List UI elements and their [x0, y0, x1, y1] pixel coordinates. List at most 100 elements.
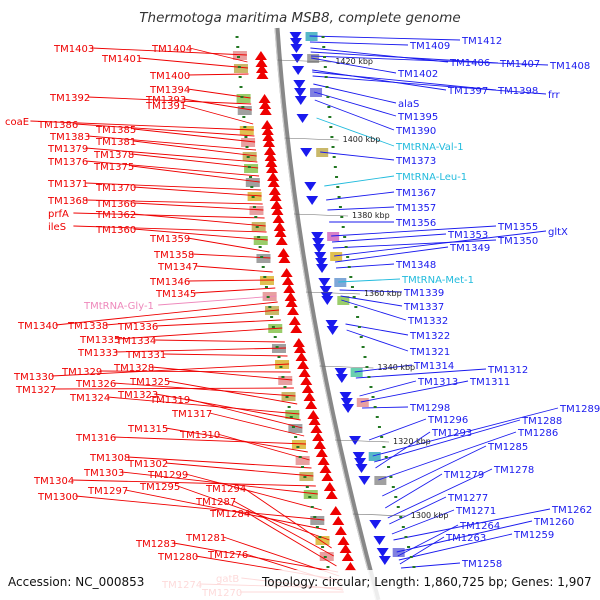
forward-gene-label[interactable]: TM1289 [559, 404, 600, 415]
reverse-gene-arrow[interactable] [280, 268, 293, 277]
forward-gene-arrow[interactable] [311, 232, 324, 241]
reverse-gene-arrow[interactable] [266, 164, 279, 173]
reverse-gene-label[interactable]: TM1327 [15, 385, 56, 396]
forward-gene-box[interactable] [327, 232, 340, 241]
reverse-gene-label[interactable]: TM1358 [153, 250, 194, 261]
forward-gene-label[interactable]: TM1349 [449, 243, 490, 254]
reverse-gene-arrow[interactable] [261, 120, 274, 129]
reverse-gene-arrow[interactable] [275, 236, 288, 245]
forward-gene-label[interactable]: TM1402 [397, 69, 438, 80]
forward-gene-label[interactable]: TM1406 [449, 58, 490, 69]
reverse-gene-label[interactable]: TM1315 [127, 424, 168, 435]
forward-gene-arrow[interactable] [294, 88, 307, 97]
forward-gene-label[interactable]: TM1259 [513, 530, 554, 541]
reverse-gene-box[interactable] [232, 51, 247, 60]
reverse-gene-arrow[interactable] [295, 352, 308, 361]
reverse-gene-arrow[interactable] [305, 400, 318, 409]
reverse-gene-label[interactable]: TM1299 [147, 470, 188, 481]
reverse-gene-label[interactable]: TM1330 [13, 372, 54, 383]
reverse-gene-label[interactable]: TM1345 [155, 289, 196, 300]
reverse-gene-arrow[interactable] [325, 490, 338, 499]
reverse-gene-arrow[interactable] [300, 376, 313, 385]
reverse-gene-arrow[interactable] [284, 292, 297, 301]
forward-gene-arrow[interactable] [340, 398, 353, 407]
forward-gene-label[interactable]: TM1348 [395, 260, 436, 271]
reverse-gene-label[interactable]: TM1295 [139, 482, 180, 493]
reverse-gene-label[interactable]: TM1328 [113, 363, 154, 374]
forward-gene-arrow[interactable] [378, 556, 391, 565]
forward-gene-box[interactable] [392, 548, 405, 557]
reverse-gene-label[interactable]: TM1297 [87, 486, 128, 497]
reverse-gene-arrow[interactable] [273, 222, 286, 231]
forward-gene-label[interactable]: TM1311 [469, 377, 510, 388]
reverse-gene-box[interactable] [239, 126, 254, 135]
reverse-gene-label[interactable]: TM1316 [75, 433, 116, 444]
forward-gene-label[interactable]: TM1357 [395, 203, 436, 214]
reverse-gene-box[interactable] [237, 106, 252, 115]
forward-gene-label[interactable]: alaS [398, 99, 419, 110]
forward-gene-arrow[interactable] [358, 476, 371, 485]
forward-gene-arrow[interactable] [300, 148, 313, 157]
forward-gene-label[interactable]: TM1321 [409, 347, 450, 358]
reverse-gene-label[interactable]: TM1378 [93, 150, 134, 161]
forward-gene-label[interactable]: TM1314 [413, 361, 454, 372]
reverse-gene-arrow[interactable] [278, 254, 291, 263]
reverse-gene-arrow[interactable] [272, 214, 285, 223]
forward-gene-label[interactable]: TM1313 [417, 377, 458, 388]
forward-gene-arrow[interactable] [373, 536, 386, 545]
reverse-gene-box[interactable] [253, 236, 268, 245]
reverse-gene-box[interactable] [236, 94, 251, 103]
forward-gene-arrow[interactable] [319, 286, 332, 295]
reverse-gene-box[interactable] [291, 440, 306, 449]
reverse-gene-arrow[interactable] [321, 472, 334, 481]
forward-gene-arrow[interactable] [335, 374, 348, 383]
reverse-gene-box[interactable] [233, 64, 248, 73]
reverse-gene-arrow[interactable] [323, 482, 336, 491]
forward-gene-label[interactable]: TM1373 [395, 156, 436, 167]
forward-gene-label[interactable]: TM1286 [517, 428, 558, 439]
reverse-gene-label[interactable]: TM1284 [209, 509, 250, 520]
reverse-gene-label[interactable]: ileS [48, 222, 66, 233]
forward-gene-label[interactable]: TM1395 [397, 112, 438, 123]
forward-gene-label[interactable]: TM1285 [487, 442, 528, 453]
reverse-gene-label[interactable]: TM1281 [185, 533, 226, 544]
reverse-gene-arrow[interactable] [261, 126, 274, 135]
reverse-gene-label[interactable]: TM1362 [95, 210, 136, 221]
forward-gene-arrow[interactable] [312, 238, 325, 247]
reverse-gene-label[interactable]: TM1393 [145, 95, 186, 106]
reverse-gene-arrow[interactable] [298, 368, 311, 377]
reverse-gene-label[interactable]: TM1287 [195, 497, 236, 508]
reverse-gene-label[interactable]: TM1366 [95, 199, 136, 210]
reverse-gene-label[interactable]: TM1280 [157, 552, 198, 563]
reverse-gene-label[interactable]: TM1385 [95, 125, 136, 136]
reverse-gene-label[interactable]: TM1394 [149, 85, 190, 96]
reverse-gene-arrow[interactable] [293, 344, 306, 353]
reverse-gene-label[interactable]: TM1335 [79, 335, 120, 346]
reverse-gene-arrow[interactable] [307, 410, 320, 419]
reverse-gene-arrow[interactable] [268, 186, 281, 195]
reverse-gene-arrow[interactable] [301, 384, 314, 393]
reverse-gene-arrow[interactable] [262, 132, 275, 141]
forward-gene-arrow[interactable] [289, 32, 302, 41]
reverse-gene-arrow[interactable] [255, 64, 268, 73]
forward-gene-arrow[interactable] [318, 278, 331, 287]
forward-gene-label[interactable]: TM1296 [427, 415, 468, 426]
forward-gene-arrow[interactable] [294, 96, 307, 105]
forward-gene-arrow[interactable] [321, 296, 334, 305]
reverse-gene-arrow[interactable] [285, 298, 298, 307]
forward-gene-arrow[interactable] [352, 452, 365, 461]
reverse-gene-label[interactable]: TM1294 [205, 484, 246, 495]
reverse-gene-arrow[interactable] [270, 200, 283, 209]
forward-gene-box[interactable] [356, 398, 369, 407]
forward-gene-box[interactable] [330, 252, 343, 261]
reverse-gene-arrow[interactable] [319, 464, 332, 473]
reverse-gene-arrow[interactable] [255, 58, 268, 67]
reverse-gene-arrow[interactable] [341, 552, 354, 561]
reverse-gene-box[interactable] [315, 536, 330, 545]
reverse-gene-arrow[interactable] [312, 432, 325, 441]
forward-gene-label[interactable]: TM1332 [407, 316, 448, 327]
forward-gene-label[interactable]: TM1353 [447, 230, 488, 241]
forward-gene-arrow[interactable] [376, 548, 389, 557]
forward-gene-label[interactable]: TM1277 [447, 493, 488, 504]
forward-gene-label[interactable]: TM1367 [395, 188, 436, 199]
